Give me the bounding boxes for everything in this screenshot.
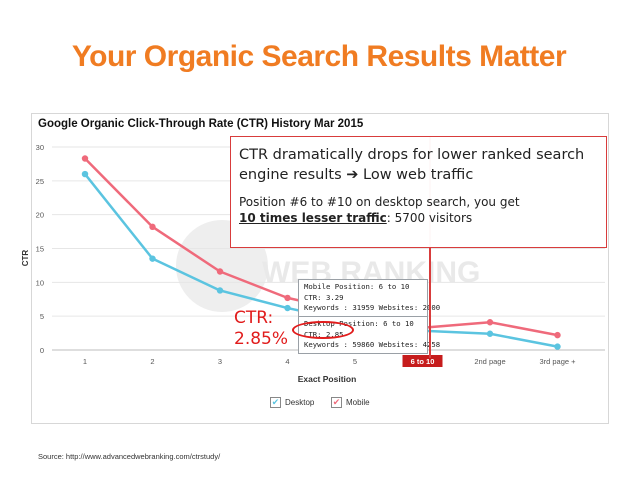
- x-tick-label: 2: [150, 357, 154, 366]
- data-point-desktop: [486, 330, 494, 337]
- y-tick-label: 5: [40, 312, 44, 321]
- tooltip-line: Desktop Position: 6 to 10: [304, 319, 414, 328]
- x-tick-highlight: [402, 355, 443, 367]
- x-tick-label: 6 to 10: [411, 357, 435, 366]
- callout-main-text: CTR dramatically drops for lower ranked …: [239, 145, 598, 185]
- source-citation: Source: http://www.advancedwebranking.co…: [38, 452, 221, 461]
- data-point-mobile: [216, 268, 224, 275]
- arrow-right-icon: ➔: [346, 167, 359, 183]
- tooltip-line: Keywords : 31959 Websites: 2000: [304, 303, 441, 312]
- mobile-tooltip: Mobile Position: 6 to 10 CTR: 3.29 Keywo…: [298, 279, 441, 317]
- ctr-highlight-oval: [292, 321, 354, 339]
- callout-sub-text: Position #6 to #10 on desktop search, yo…: [239, 194, 598, 226]
- x-tick-label: 3: [218, 357, 222, 366]
- callout-box: CTR dramatically drops for lower ranked …: [230, 136, 607, 248]
- tooltip-line: Mobile Position: 6 to 10: [304, 282, 410, 291]
- data-point-desktop: [81, 170, 89, 178]
- y-tick-label: 15: [36, 245, 44, 254]
- callout-line-2b: Low web traffic: [358, 167, 474, 183]
- tooltip-line: Keywords : 59860 Websites: 4258: [304, 340, 441, 349]
- data-point-mobile: [554, 331, 561, 339]
- data-point-mobile: [149, 223, 156, 231]
- legend-mobile[interactable]: ✔ Mobile: [331, 397, 370, 408]
- x-tick-label: 4: [285, 357, 289, 366]
- y-axis-label: CTR: [21, 250, 30, 267]
- y-tick-label: 25: [36, 177, 44, 186]
- legend-desktop-label: Desktop: [285, 398, 315, 407]
- ctr-annotation-label: CTR:: [234, 308, 274, 328]
- legend-desktop[interactable]: ✔ Desktop: [270, 397, 314, 408]
- checkbox-icon[interactable]: ✔: [270, 397, 281, 408]
- callout-emphasis: 10 times lesser traffic: [239, 211, 387, 225]
- y-tick-label: 20: [36, 211, 44, 220]
- y-tick-label: 30: [36, 143, 44, 152]
- x-tick-label: 3rd page +: [539, 357, 576, 366]
- x-tick-label: 2nd page: [474, 357, 505, 366]
- data-point-mobile: [284, 294, 291, 302]
- ctr-annotation: CTR: 2.85%: [234, 308, 288, 350]
- data-point-desktop: [284, 304, 291, 312]
- legend-mobile-label: Mobile: [346, 398, 370, 407]
- checkbox-icon[interactable]: ✔: [331, 397, 342, 408]
- data-point-desktop: [216, 287, 224, 294]
- callout-line-3: Position #6 to #10 on desktop search, yo…: [239, 195, 520, 209]
- data-point-mobile: [81, 155, 89, 162]
- chart-title: Google Organic Click-Through Rate (CTR) …: [38, 118, 364, 130]
- ctr-annotation-value: 2.85%: [234, 329, 289, 349]
- data-point-desktop: [554, 343, 561, 350]
- data-point-desktop: [149, 255, 156, 262]
- x-axis-label: Exact Position: [298, 374, 357, 384]
- x-tick-label: 5: [353, 357, 357, 366]
- tooltip-line: CTR: 3.29: [304, 292, 344, 302]
- callout-line-2a: engine results: [239, 167, 347, 183]
- slide-title: Your Organic Search Results Matter: [71, 40, 567, 73]
- callout-line-1: CTR dramatically drops for lower ranked …: [239, 147, 585, 163]
- x-tick-label: 1: [83, 357, 87, 366]
- callout-line-4: : 5700 visitors: [386, 211, 473, 225]
- data-point-mobile: [486, 319, 494, 326]
- y-tick-label: 10: [36, 278, 44, 287]
- y-tick-label: 0: [40, 346, 44, 355]
